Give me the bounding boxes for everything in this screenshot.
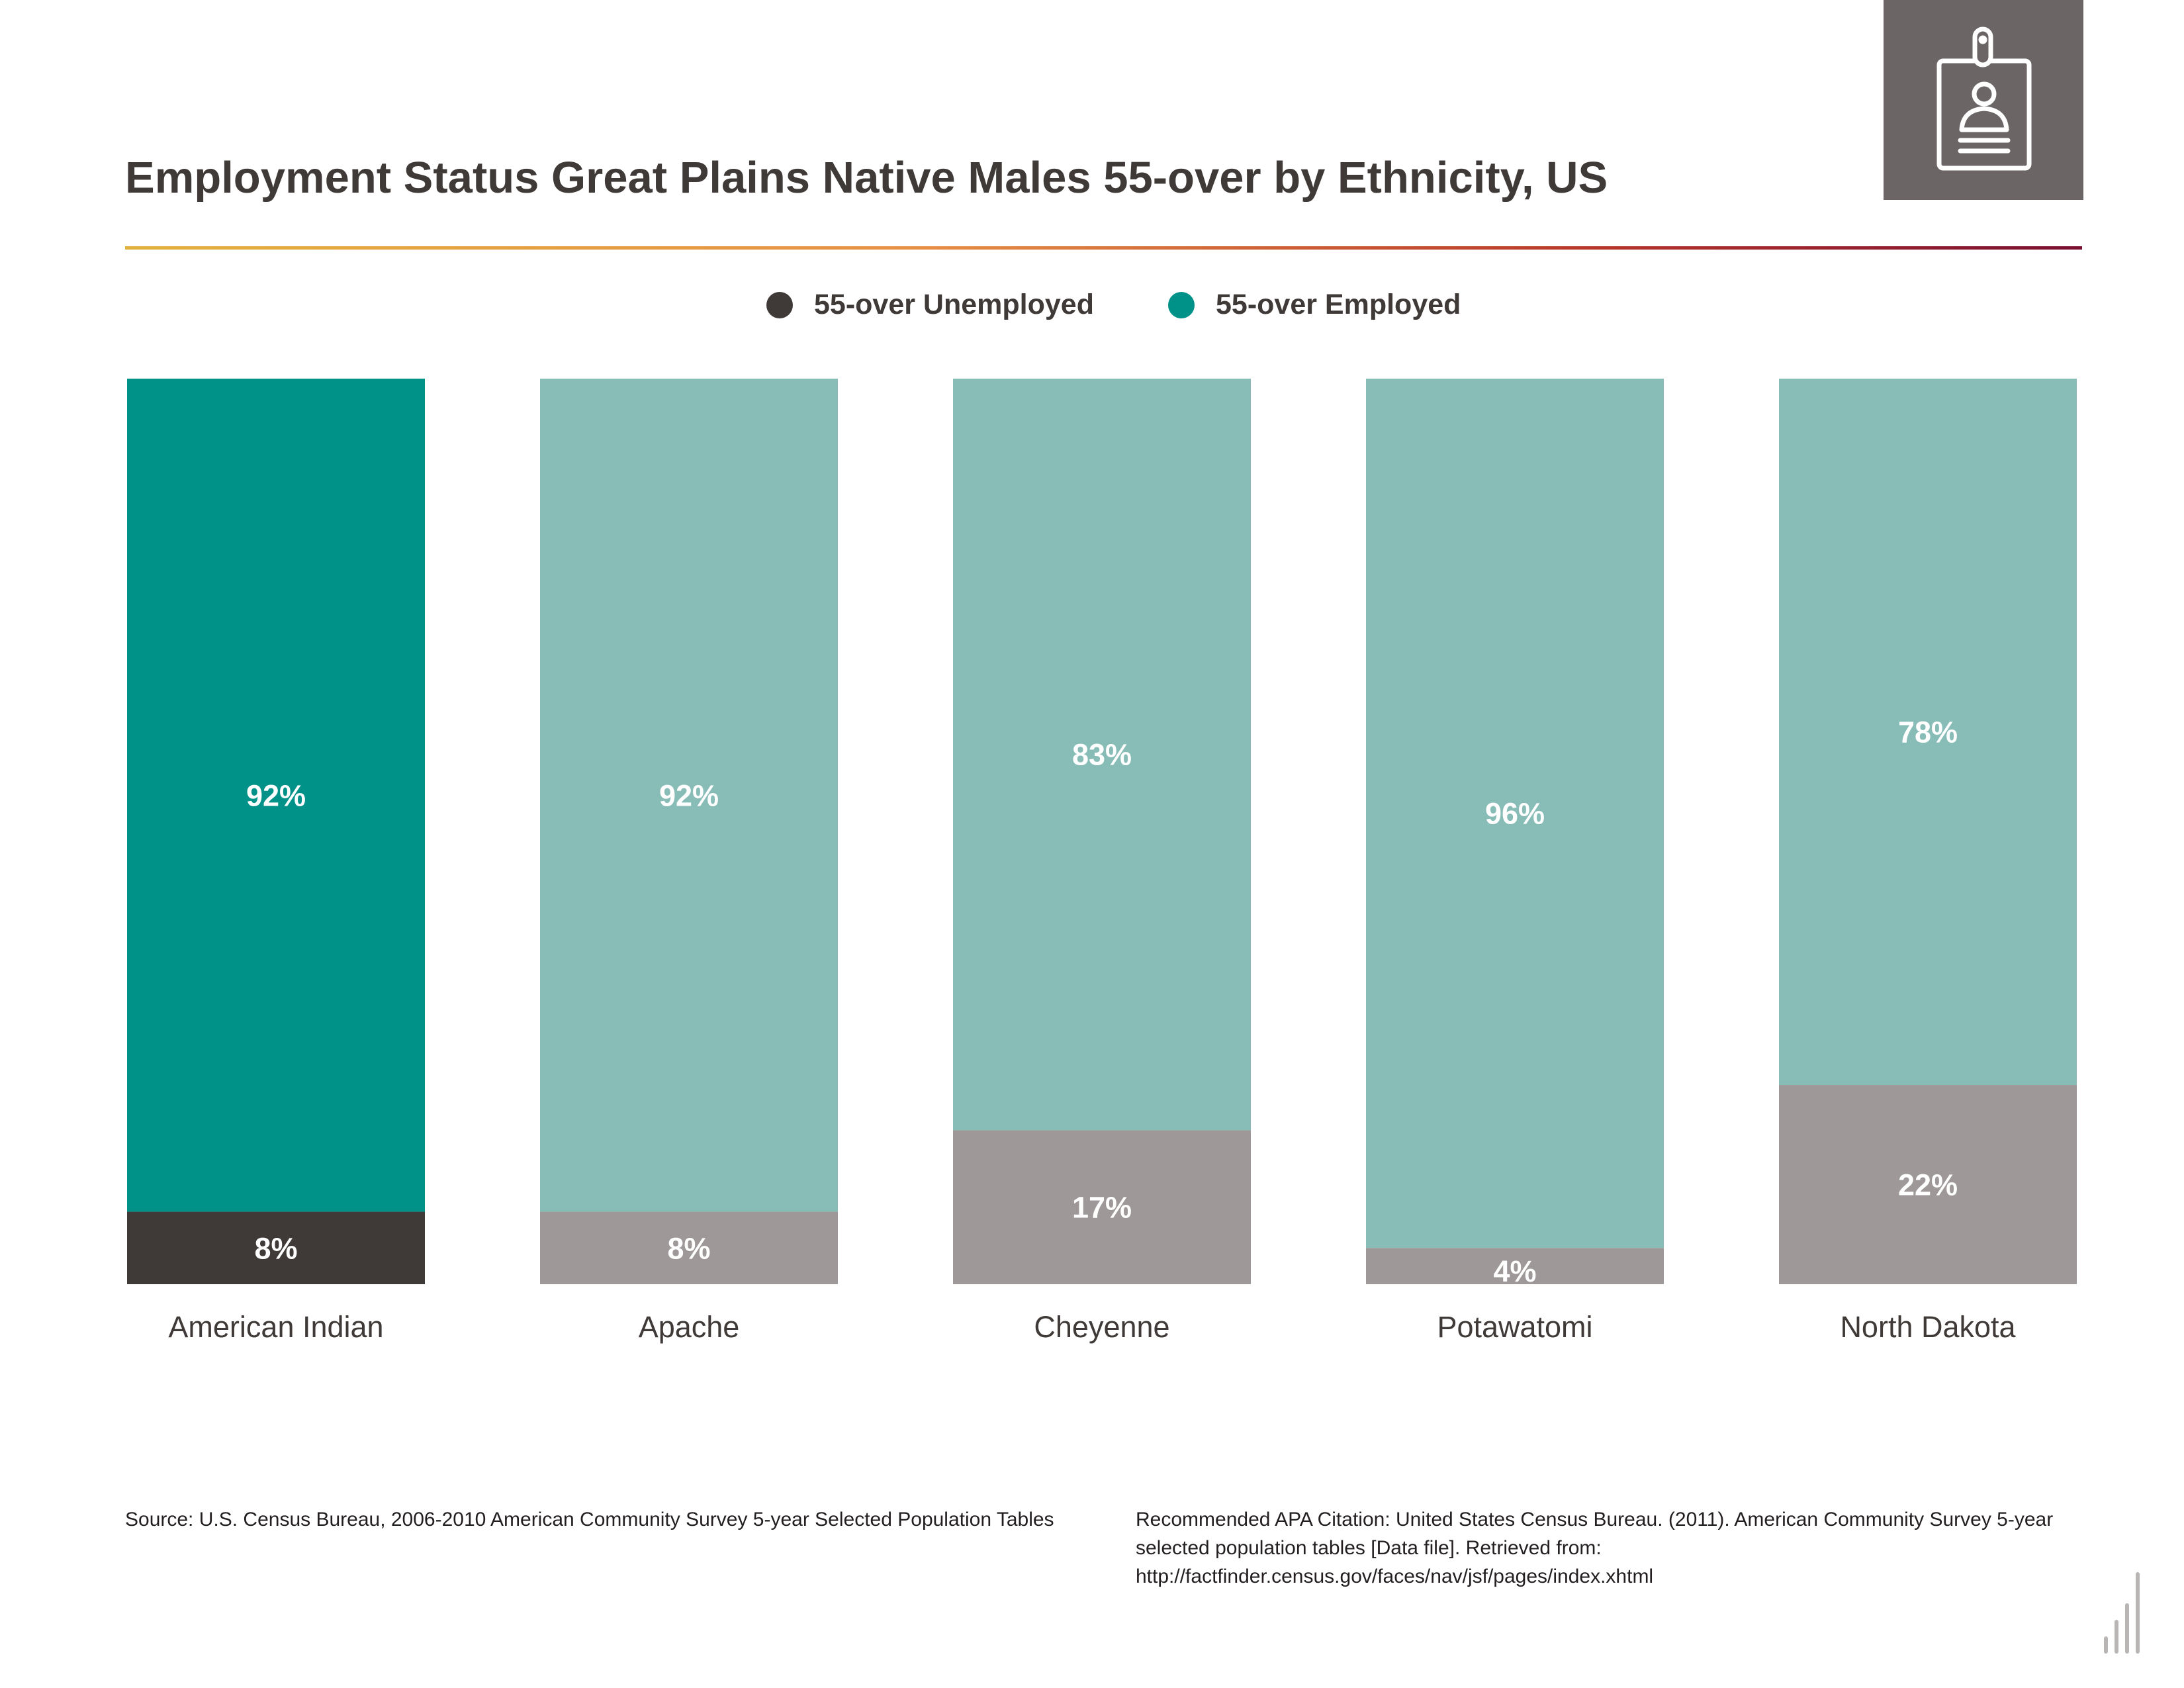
- bar-unemployed-cheyenne: [953, 1130, 1251, 1284]
- data-label-employed-apache: 92%: [659, 778, 719, 812]
- data-label-employed-north-dakota: 78%: [1898, 716, 1958, 749]
- data-label-unemployed-american-indian: 8%: [254, 1231, 297, 1265]
- data-label-employed-american-indian: 92%: [246, 778, 306, 812]
- bar-unemployed-potawatomi: [1366, 1248, 1664, 1284]
- data-label-unemployed-north-dakota: 22%: [1898, 1168, 1958, 1202]
- data-label-unemployed-apache: 8%: [667, 1231, 710, 1265]
- bar-unemployed-american-indian: [127, 1211, 425, 1284]
- data-label-unemployed-cheyenne: 17%: [1072, 1191, 1132, 1225]
- apa-citation: Recommended APA Citation: United States …: [1136, 1509, 2054, 1587]
- title-divider: [125, 246, 2082, 250]
- category-label-north-dakota: North Dakota: [1840, 1310, 2016, 1344]
- id-badge-icon: [1884, 0, 2083, 200]
- category-label-apache: Apache: [639, 1310, 740, 1344]
- bar-unemployed-north-dakota: [1779, 1085, 2077, 1284]
- data-label-unemployed-potawatomi: 4%: [1493, 1254, 1536, 1288]
- category-label-american-indian: American Indian: [168, 1310, 383, 1344]
- bar-employed-cheyenne: [953, 379, 1251, 1131]
- bar-unemployed-apache: [540, 1211, 838, 1284]
- legend-item-unemployed: 55-over Unemployed: [766, 289, 1094, 321]
- category-label-cheyenne: Cheyenne: [1034, 1310, 1169, 1344]
- data-label-employed-potawatomi: 96%: [1485, 797, 1545, 831]
- legend-swatch-unemployed: [766, 291, 793, 318]
- bar-logo-icon: [2104, 1572, 2140, 1654]
- legend-item-employed: 55-over Employed: [1168, 289, 1461, 321]
- legend-label-employed: 55-over Employed: [1216, 289, 1461, 320]
- bar-employed-potawatomi: [1366, 379, 1664, 1248]
- category-label-potawatomi: Potawatomi: [1437, 1310, 1592, 1344]
- page-title: Employment Status Great Plains Native Ma…: [125, 153, 1608, 203]
- legend-swatch-employed: [1168, 291, 1195, 318]
- bar-employed-north-dakota: [1779, 379, 2077, 1086]
- bar-employed-american-indian: [127, 379, 425, 1212]
- legend-label-unemployed: 55-over Unemployed: [814, 289, 1094, 320]
- data-label-employed-cheyenne: 83%: [1072, 738, 1132, 772]
- source-note: Source: U.S. Census Bureau, 2006-2010 Am…: [125, 1509, 1054, 1530]
- bar-employed-apache: [540, 379, 838, 1212]
